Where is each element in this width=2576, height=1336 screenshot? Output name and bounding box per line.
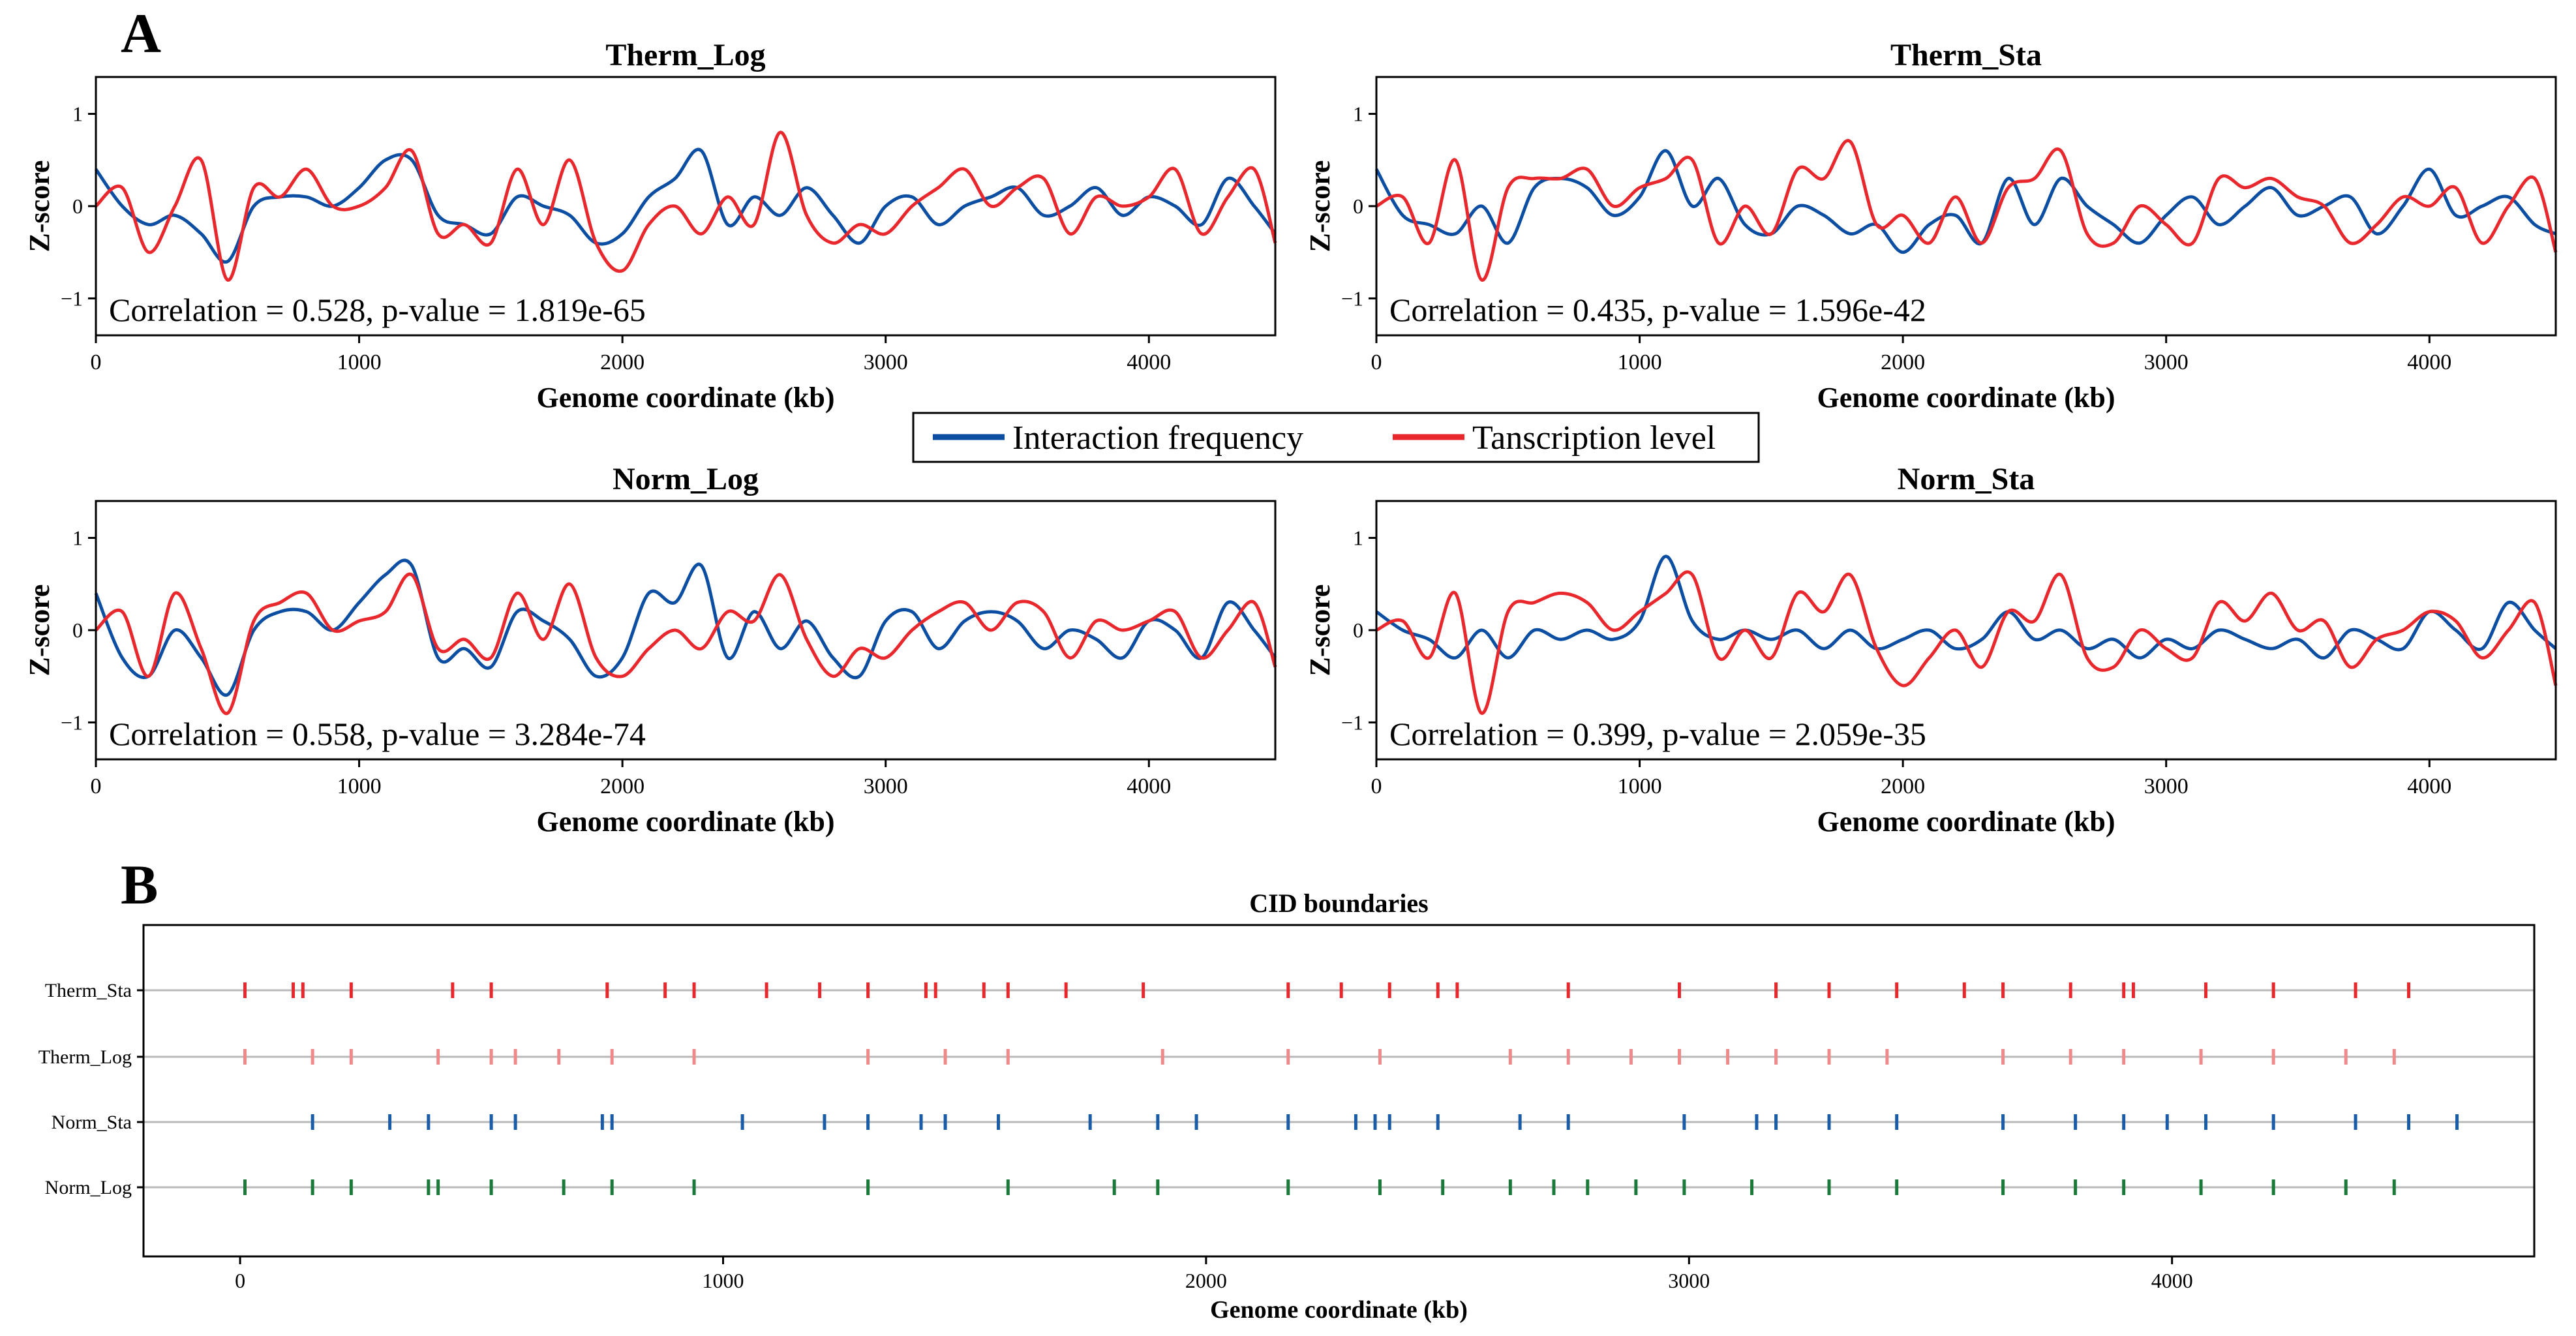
chart-title: Norm_Log [613,462,759,496]
y-axis-label: Z-score [23,160,55,252]
y-tick-label: −1 [1341,710,1363,734]
chart-therm-sta: Therm_Sta 0 1000 2000 3000 4000 1 0 −1 Genome coo… [1304,38,2558,414]
y-tick-label: 0 [72,618,83,642]
correlation-annotation: Correlation = 0.435, p-value = 1.596e-42 [1389,292,1926,328]
x-tick-label: 3000 [2144,350,2189,374]
x-axis-label: Genome coordinate (kb) [1817,382,2115,414]
x-tick-label: 3000 [1668,1269,1710,1292]
x-tick-label: 3000 [2144,774,2189,798]
x-axis-label: Genome coordinate (kb) [536,806,834,838]
y-tick-label: 0 [72,194,83,218]
y-axis-label: Z-score [1304,584,1336,676]
legend-label-interaction: Interaction frequency [1012,419,1303,457]
panel-label-b: B [121,853,158,916]
series-line-interaction [94,147,1277,264]
series-line-interaction [1374,149,2556,254]
chart-norm-log: Norm_Log 0 1000 2000 3000 4000 1 0 −1 Genome coor… [23,462,1277,838]
correlation-annotation: Correlation = 0.399, p-value = 2.059e-35 [1389,716,1926,752]
series-line-interaction [1375,554,2557,660]
x-tick-label: 4000 [2151,1269,2193,1292]
x-tick-label: 1000 [337,350,382,374]
series-line-transcription [95,130,1277,282]
series-line-interaction [94,558,1277,697]
row-label: Therm_Log [38,1046,132,1068]
y-tick-label: 0 [1353,194,1363,218]
y-tick-label: 1 [1353,526,1363,550]
series-line-transcription [95,572,1277,715]
y-tick-label: −1 [61,710,83,734]
chart-title: Norm_Sta [1898,462,2035,496]
series-line-transcription [1375,139,2558,282]
panel-label-a: A [121,2,161,65]
x-tick-label: 0 [235,1269,245,1292]
x-tick-label: 1000 [702,1269,744,1292]
correlation-annotation: Correlation = 0.528, p-value = 1.819e-65 [109,292,646,328]
x-tick-label: 0 [91,350,102,374]
x-axis-label: Genome coordinate (kb) [1817,806,2115,838]
x-axis-label: Genome coordinate (kb) [1210,1296,1468,1324]
y-tick-label: −1 [61,286,83,310]
y-tick-label: 1 [72,526,83,550]
chart-therm-log: Therm_Log 0 1000 2000 3000 4000 1 0 −1 Genome coo… [23,38,1277,414]
x-tick-label: 2000 [600,774,644,798]
y-tick-label: −1 [1341,286,1363,310]
row-label: Norm_Log [45,1177,132,1198]
chart-title: CID boundaries [1249,888,1429,918]
plot-frame [142,924,2536,1258]
chart-title: Therm_Log [605,38,765,72]
row-label: Therm_Sta [45,980,132,1001]
x-tick-label: 1000 [337,774,382,798]
x-tick-label: 0 [91,774,102,798]
legend: Interaction frequency Tanscription level [912,412,1760,463]
correlation-annotation: Correlation = 0.558, p-value = 3.284e-74 [109,716,646,752]
row-label: Norm_Sta [52,1112,132,1133]
chart-cid-boundaries: CID boundaries Therm_Sta Therm_Log Norm_Sta… [38,888,2536,1324]
x-tick-label: 2000 [1881,774,1925,798]
x-axis-label: Genome coordinate (kb) [536,382,834,414]
y-tick-label: 0 [1353,618,1363,642]
y-tick-label: 1 [1353,102,1363,126]
x-tick-label: 4000 [2407,350,2451,374]
chart-norm-sta: Norm_Sta 0 1000 2000 3000 4000 1 0 −1 Genome coor… [1304,462,2558,838]
x-tick-label: 2000 [600,350,644,374]
x-tick-label: 4000 [1127,350,1171,374]
x-tick-label: 3000 [864,350,908,374]
y-axis-label: Z-score [1304,160,1336,252]
legend-frame [912,412,1760,463]
series-line-transcription [1375,570,2558,715]
y-axis-label: Z-score [23,584,55,676]
x-tick-label: 1000 [1618,350,1662,374]
x-tick-label: 4000 [2407,774,2451,798]
legend-label-transcription: Tanscription level [1472,419,1716,457]
x-tick-label: 0 [1371,350,1382,374]
x-tick-label: 0 [1371,774,1382,798]
x-tick-label: 2000 [1185,1269,1227,1292]
chart-title: Therm_Sta [1890,38,2042,72]
x-tick-label: 4000 [1127,774,1171,798]
y-tick-label: 1 [72,102,83,126]
x-tick-label: 3000 [864,774,908,798]
x-tick-label: 2000 [1881,350,1925,374]
x-tick-label: 1000 [1618,774,1662,798]
